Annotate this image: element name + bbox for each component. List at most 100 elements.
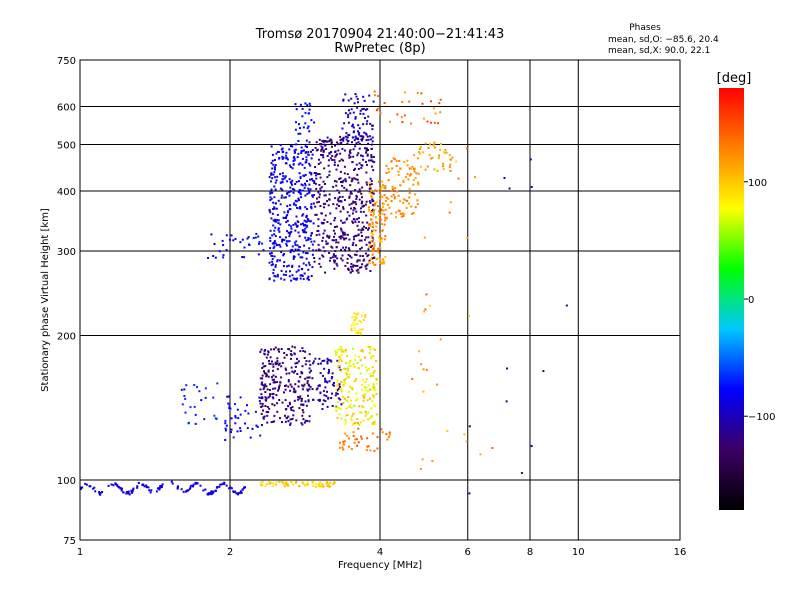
data-point bbox=[369, 218, 372, 221]
data-point bbox=[272, 381, 275, 384]
data-point bbox=[445, 151, 448, 154]
data-point bbox=[269, 196, 272, 199]
data-point bbox=[388, 206, 391, 209]
data-point bbox=[279, 223, 282, 226]
data-point bbox=[315, 187, 318, 190]
data-point bbox=[379, 197, 382, 200]
data-point bbox=[324, 194, 327, 197]
data-point bbox=[352, 412, 355, 415]
data-point bbox=[371, 140, 374, 143]
data-point bbox=[288, 194, 291, 197]
data-point bbox=[227, 395, 230, 398]
data-point bbox=[271, 393, 274, 396]
data-point bbox=[350, 192, 353, 195]
data-point bbox=[278, 386, 281, 388]
data-point bbox=[322, 255, 325, 258]
data-point bbox=[372, 100, 375, 103]
data-point bbox=[236, 492, 239, 495]
data-point bbox=[268, 277, 271, 280]
data-point bbox=[294, 128, 297, 131]
data-point bbox=[336, 225, 338, 228]
data-point bbox=[323, 367, 326, 370]
data-point bbox=[372, 190, 375, 193]
data-point bbox=[368, 351, 371, 354]
data-point bbox=[357, 190, 360, 193]
data-point bbox=[359, 333, 362, 336]
data-point bbox=[285, 372, 288, 375]
data-point bbox=[89, 485, 92, 488]
data-point bbox=[405, 207, 408, 209]
data-point bbox=[369, 348, 372, 351]
data-point bbox=[383, 203, 385, 206]
data-point bbox=[291, 345, 294, 348]
data-point bbox=[170, 480, 173, 483]
data-point bbox=[312, 194, 315, 196]
data-point bbox=[371, 124, 374, 127]
data-point bbox=[304, 206, 307, 209]
data-point bbox=[367, 142, 370, 145]
data-point bbox=[355, 378, 357, 380]
data-point bbox=[368, 190, 371, 193]
data-point bbox=[272, 173, 275, 176]
data-point bbox=[409, 173, 412, 176]
data-point bbox=[313, 257, 316, 259]
data-point bbox=[368, 262, 371, 265]
data-point bbox=[270, 197, 273, 200]
data-point bbox=[353, 323, 356, 326]
data-point bbox=[309, 104, 312, 107]
data-point bbox=[270, 252, 273, 254]
data-point bbox=[351, 179, 354, 182]
data-point bbox=[457, 177, 460, 180]
data-point bbox=[374, 94, 376, 97]
data-point bbox=[194, 481, 197, 484]
data-point bbox=[262, 249, 265, 252]
data-point bbox=[283, 177, 286, 180]
data-point bbox=[264, 365, 267, 367]
data-point bbox=[317, 229, 320, 232]
data-point bbox=[271, 177, 274, 180]
data-point bbox=[334, 155, 337, 158]
data-point bbox=[207, 492, 210, 495]
data-point bbox=[320, 143, 323, 146]
data-point bbox=[390, 200, 393, 203]
data-point bbox=[345, 180, 347, 183]
data-point bbox=[317, 163, 320, 165]
data-point bbox=[301, 107, 304, 110]
data-point bbox=[276, 275, 279, 278]
data-point bbox=[363, 396, 365, 399]
data-point bbox=[369, 225, 372, 228]
data-point bbox=[356, 418, 359, 421]
data-point bbox=[358, 188, 361, 191]
data-point bbox=[279, 259, 281, 262]
data-point bbox=[308, 420, 311, 423]
data-point bbox=[301, 384, 304, 387]
data-point bbox=[370, 214, 372, 216]
data-point bbox=[143, 485, 146, 488]
data-point bbox=[204, 488, 207, 491]
plot-frame bbox=[79, 59, 681, 541]
data-point bbox=[345, 237, 348, 240]
data-point bbox=[331, 383, 334, 386]
data-point bbox=[340, 354, 343, 356]
data-point bbox=[272, 268, 275, 271]
data-point bbox=[371, 198, 374, 201]
data-point bbox=[340, 381, 343, 383]
data-point bbox=[372, 199, 375, 202]
data-point bbox=[311, 179, 314, 182]
data-point bbox=[272, 369, 275, 372]
data-point bbox=[359, 359, 362, 362]
data-point bbox=[406, 159, 409, 162]
data-point bbox=[373, 242, 376, 245]
data-point bbox=[225, 234, 228, 237]
data-point bbox=[295, 480, 298, 483]
data-point bbox=[468, 425, 471, 428]
data-point bbox=[343, 172, 346, 175]
data-point bbox=[261, 367, 264, 369]
data-point bbox=[352, 221, 354, 224]
data-point bbox=[234, 415, 237, 417]
data-point bbox=[298, 407, 301, 410]
data-point bbox=[373, 421, 376, 424]
data-point bbox=[310, 119, 313, 122]
data-point bbox=[263, 386, 266, 389]
data-point bbox=[323, 359, 326, 362]
